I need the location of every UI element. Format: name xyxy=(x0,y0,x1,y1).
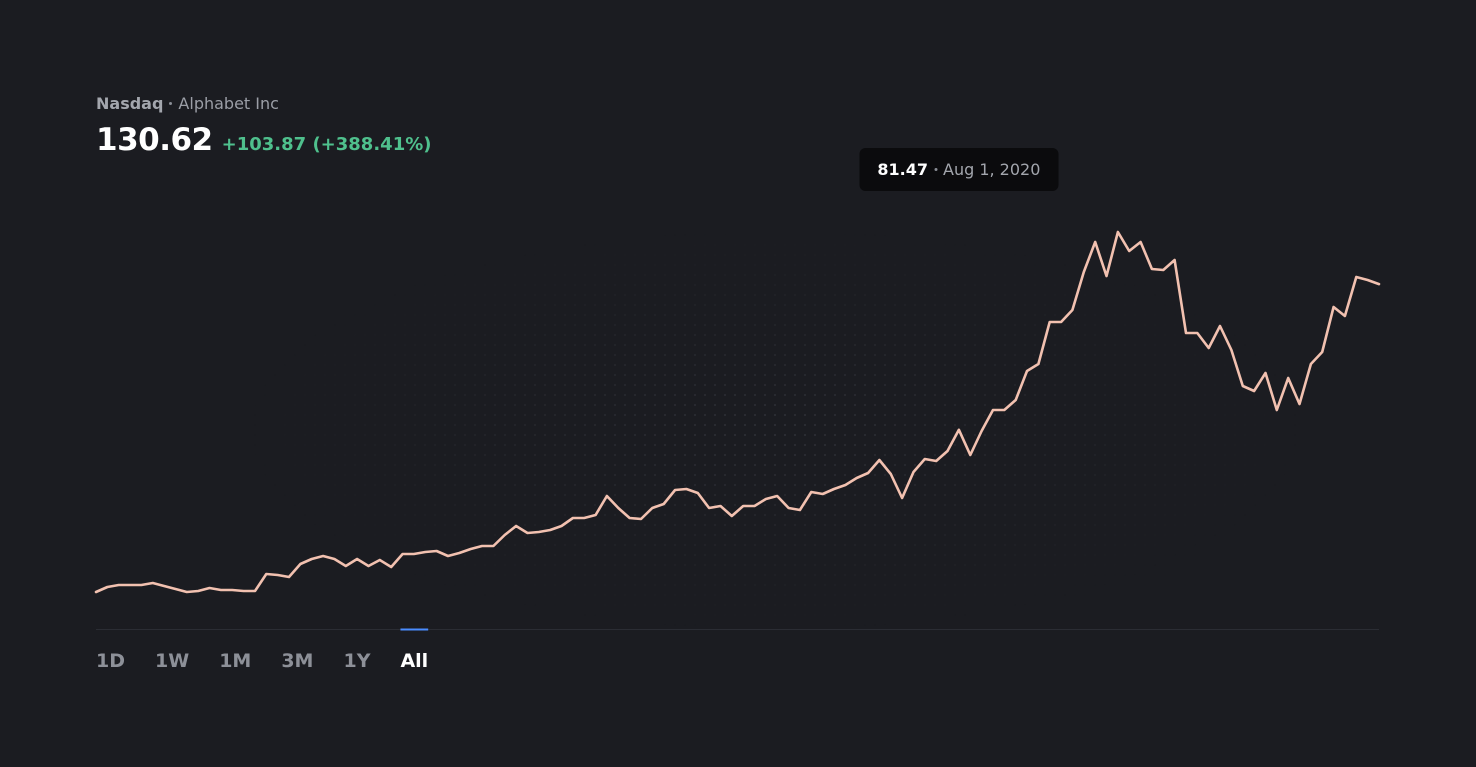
tooltip-date: Aug 1, 2020 xyxy=(942,160,1041,179)
separator xyxy=(169,101,173,105)
dot-grid xyxy=(250,230,1300,630)
tooltip: 81.47 Aug 1, 2020 xyxy=(859,148,1059,191)
change: +103.87 (+388.41%) xyxy=(221,134,432,155)
range-tab[interactable]: 1M xyxy=(219,650,252,672)
range-tab[interactable]: All xyxy=(400,650,429,672)
range-tabs: 1D 1W 1M 3M 1Y All xyxy=(96,650,458,672)
header: Nasdaq Alphabet Inc 130.62 +103.87 (+388.4… xyxy=(96,92,431,159)
company: Alphabet Inc xyxy=(178,93,279,113)
exchange: Nasdaq xyxy=(96,93,164,113)
header-line: Nasdaq Alphabet Inc xyxy=(96,92,431,114)
price-line: 130.62 +103.87 (+388.41%) xyxy=(96,122,431,158)
separator xyxy=(933,168,937,171)
range-tab[interactable]: 3M xyxy=(281,650,314,672)
tooltip-value: 81.47 xyxy=(877,160,928,179)
price: 130.62 xyxy=(96,122,213,158)
range-tab[interactable]: 1Y xyxy=(343,650,371,672)
range-tab[interactable]: 1W xyxy=(155,650,190,672)
range-tab[interactable]: 1D xyxy=(96,650,125,672)
price-line xyxy=(94,230,1381,594)
